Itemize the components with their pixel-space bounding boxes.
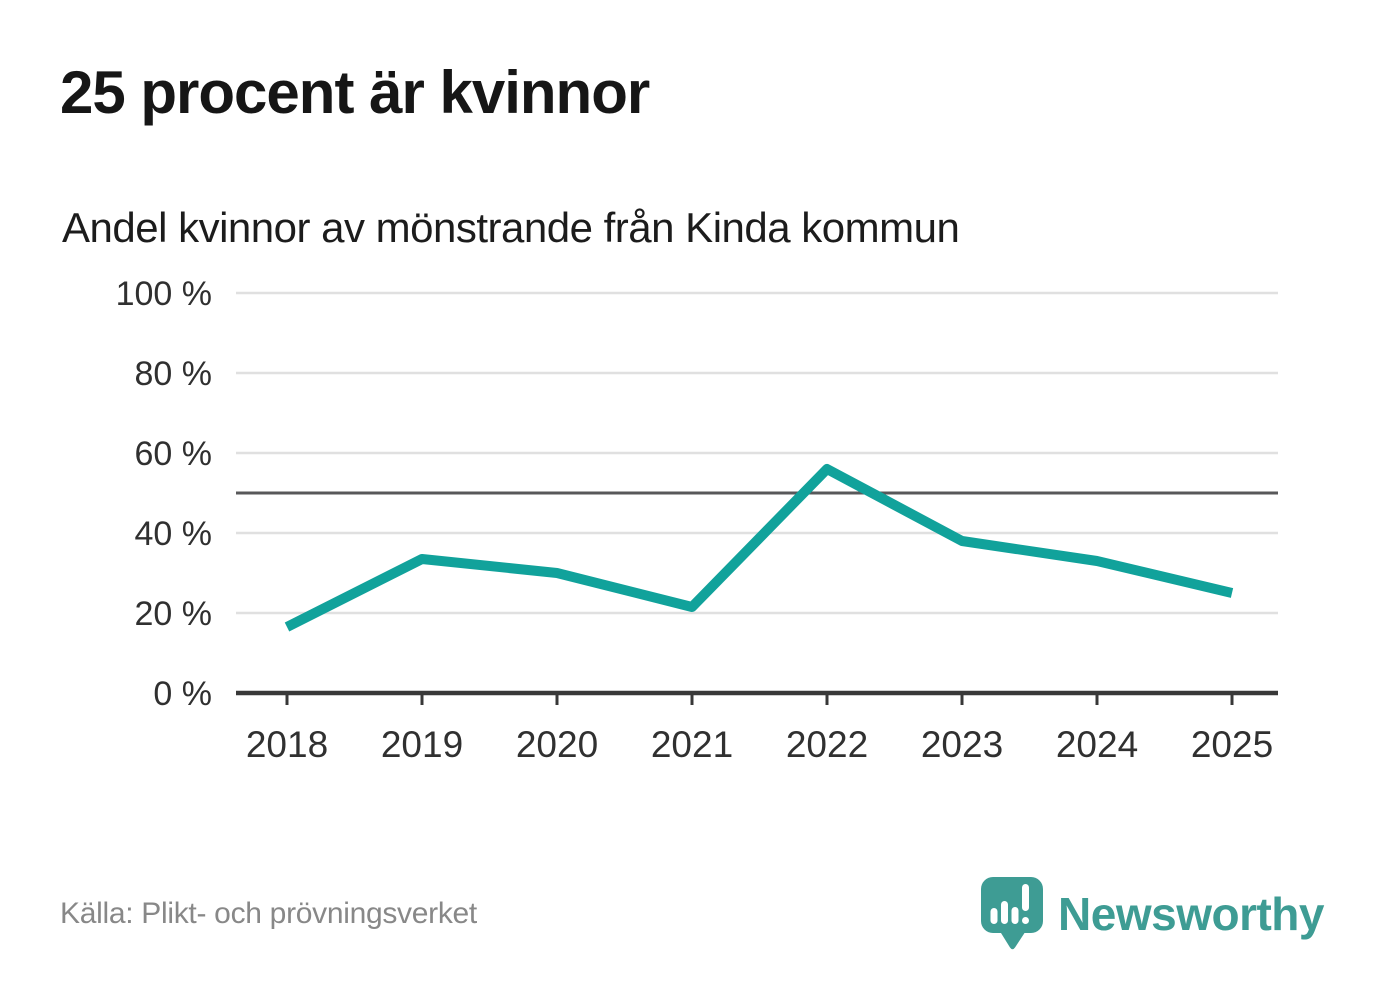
data-line: [284, 464, 1234, 632]
line-chart-canvas: 0 % 20 % 40 % 60 % 80 % 100 % 2018 2019 2020 2021…: [116, 275, 1278, 765]
y-tick-label: 40 %: [135, 515, 213, 553]
x-tick-label: 2022: [786, 724, 868, 765]
logo-bar-3: [1011, 907, 1019, 924]
logo-bar-1: [990, 908, 998, 924]
x-tick-label: 2021: [651, 724, 733, 765]
y-tick-label: 60 %: [135, 435, 213, 473]
newsworthy-logo: Newsworthy: [980, 876, 1324, 952]
x-tick-label: 2019: [381, 724, 463, 765]
x-tick-label: 2024: [1056, 724, 1138, 765]
y-tick-label: 80 %: [135, 355, 213, 393]
footer: Källa: Plikt- och prövningsverket Newswo…: [60, 868, 1324, 960]
chart-title: 25 procent är kvinnor: [60, 59, 650, 126]
logo-exclamation-dot: [1022, 917, 1030, 924]
logo-bar-2: [1001, 901, 1009, 924]
x-tick-label: 2023: [921, 724, 1003, 765]
source-label: Källa: Plikt- och prövningsverket: [60, 897, 477, 930]
newsworthy-logo-icon: [981, 877, 1044, 950]
y-tick-label: 0 %: [153, 675, 212, 713]
logo-exclamation-bar: [1022, 884, 1030, 911]
x-tick-label: 2020: [516, 724, 598, 765]
chart-subtitle: Andel kvinnor av mönstrande från Kinda k…: [62, 204, 960, 251]
newsworthy-logo-text: Newsworthy: [1058, 888, 1324, 940]
y-tick-label: 20 %: [135, 595, 213, 633]
line-chart: 0 % 20 % 40 % 60 % 80 % 100 % 2018 2019 2020 2021…: [0, 270, 1382, 800]
x-tick-label: 2025: [1191, 724, 1273, 765]
x-tick-label: 2018: [246, 724, 328, 765]
y-tick-label: 100 %: [116, 275, 212, 313]
